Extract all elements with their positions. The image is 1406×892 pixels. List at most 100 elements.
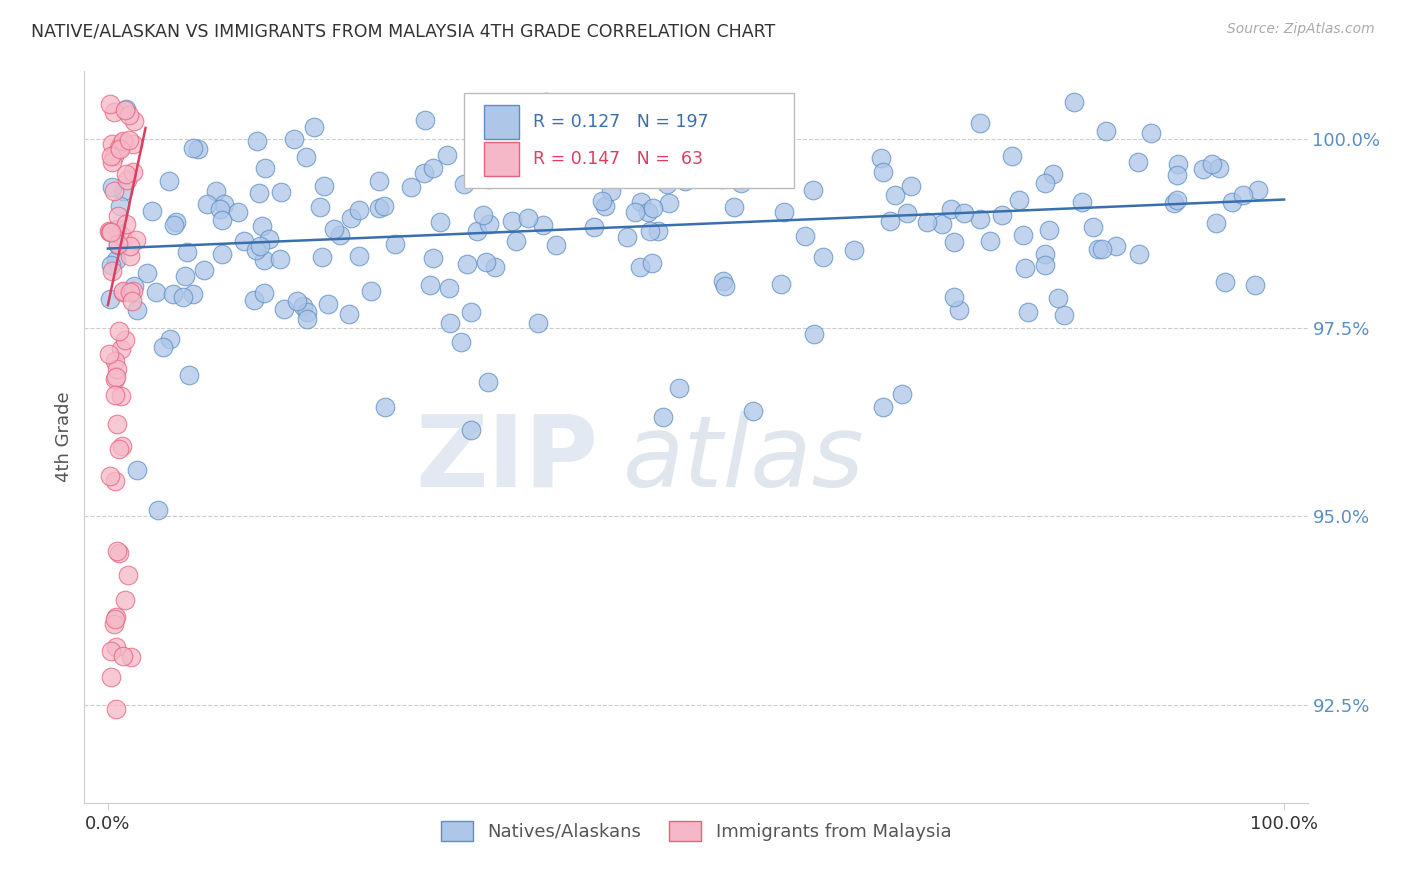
Point — [1087, 242, 1109, 256]
Point — [533, 218, 555, 232]
Point — [228, 204, 250, 219]
Point — [1071, 194, 1094, 209]
Point — [1094, 124, 1116, 138]
Point — [512, 128, 534, 143]
Point — [283, 132, 305, 146]
Point — [465, 224, 488, 238]
Point — [316, 297, 339, 311]
Point — [212, 196, 235, 211]
Point — [453, 177, 475, 191]
Point — [460, 305, 482, 319]
Point — [118, 108, 141, 122]
Point — [1033, 258, 1056, 272]
Point — [174, 269, 197, 284]
Point — [243, 293, 266, 307]
Point — [600, 185, 623, 199]
Point — [118, 239, 141, 253]
Point — [104, 388, 127, 402]
Point — [110, 439, 132, 453]
Point — [104, 370, 127, 384]
Point — [108, 325, 131, 339]
Point — [127, 302, 149, 317]
Point — [157, 174, 180, 188]
Point — [1038, 223, 1060, 237]
Point — [347, 249, 370, 263]
Point — [1205, 216, 1227, 230]
Point — [101, 264, 124, 278]
Point — [360, 284, 382, 298]
Point — [1105, 238, 1128, 252]
Point — [294, 150, 316, 164]
Point — [969, 116, 991, 130]
Point — [105, 609, 128, 624]
Point — [117, 567, 139, 582]
Point — [108, 546, 131, 560]
Point — [145, 285, 167, 299]
Point — [118, 133, 141, 147]
Point — [122, 284, 145, 298]
Point — [915, 215, 938, 229]
Point — [527, 316, 550, 330]
Bar — [484, 143, 519, 176]
Point — [870, 152, 893, 166]
Point — [146, 502, 169, 516]
Point — [991, 208, 1014, 222]
Point — [484, 260, 506, 275]
Point — [257, 231, 280, 245]
Point — [1047, 291, 1070, 305]
Text: ZIP: ZIP — [415, 410, 598, 508]
Point — [638, 225, 661, 239]
Point — [1012, 227, 1035, 242]
Point — [478, 217, 501, 231]
Point — [100, 258, 122, 272]
Point — [100, 670, 122, 684]
Point — [291, 299, 314, 313]
Point — [471, 208, 494, 222]
Point — [544, 238, 567, 252]
Point — [591, 194, 613, 209]
Point — [979, 235, 1001, 249]
Point — [115, 102, 138, 116]
Point — [120, 650, 142, 665]
Point — [793, 228, 815, 243]
Point — [1201, 157, 1223, 171]
Point — [110, 389, 132, 403]
Text: Source: ZipAtlas.com: Source: ZipAtlas.com — [1227, 22, 1375, 37]
Point — [658, 196, 681, 211]
Point — [253, 253, 276, 268]
Point — [107, 141, 129, 155]
Point — [516, 211, 538, 226]
Point — [803, 327, 825, 342]
Point — [713, 279, 735, 293]
Point — [842, 244, 865, 258]
Point — [181, 287, 204, 301]
Point — [103, 617, 125, 632]
Point — [641, 256, 664, 270]
Text: atlas: atlas — [623, 410, 865, 508]
Point — [104, 372, 127, 386]
Point — [534, 95, 557, 109]
Point — [585, 126, 607, 140]
Point — [931, 217, 953, 231]
Point — [114, 103, 136, 118]
Point — [1033, 247, 1056, 261]
Point — [98, 292, 121, 306]
Point — [124, 113, 146, 128]
Point — [685, 139, 707, 153]
Point — [98, 225, 121, 239]
Point — [734, 154, 756, 169]
Text: NATIVE/ALASKAN VS IMMIGRANTS FROM MALAYSIA 4TH GRADE CORRELATION CHART: NATIVE/ALASKAN VS IMMIGRANTS FROM MALAYS… — [31, 22, 775, 40]
Point — [285, 293, 308, 308]
Point — [1126, 154, 1149, 169]
Point — [122, 136, 145, 151]
Point — [1192, 162, 1215, 177]
Point — [249, 239, 271, 253]
Point — [103, 104, 125, 119]
Point — [437, 281, 460, 295]
Point — [647, 223, 669, 237]
Point — [505, 234, 527, 248]
Point — [103, 184, 125, 198]
Point — [384, 237, 406, 252]
Point — [100, 148, 122, 162]
Point — [311, 250, 333, 264]
